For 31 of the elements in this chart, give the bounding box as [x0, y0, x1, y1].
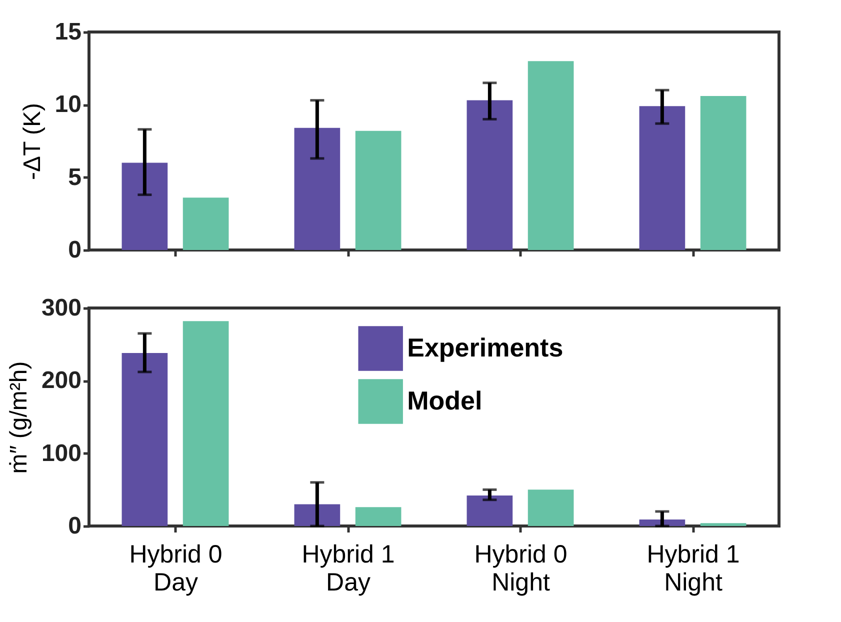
y-tick-label: 5: [68, 164, 82, 191]
y-tick-label: 0: [68, 236, 82, 264]
bar: [122, 353, 168, 526]
legend-label: Experiments: [407, 332, 564, 362]
y-tick-label: 10: [54, 91, 82, 118]
bar: [466, 100, 513, 250]
bar: [639, 106, 686, 250]
bar: [528, 61, 574, 250]
y-axis-title: ṁ″ (g/m²h): [5, 361, 32, 474]
y-tick-label: 200: [41, 367, 82, 394]
y-axis-title: -ΔT (K): [18, 103, 46, 180]
bar: [182, 198, 229, 250]
bar: [355, 130, 402, 250]
y-tick-label: 15: [54, 18, 82, 46]
y-tick-label: 300: [41, 294, 82, 322]
x-tick-label: Hybrid 0 Day: [129, 540, 222, 596]
bar: [122, 162, 168, 250]
legend-label: Model: [407, 386, 482, 416]
y-tick-label: 0: [68, 512, 82, 540]
bar: [700, 523, 746, 526]
bar: [528, 490, 574, 526]
bar: [182, 321, 229, 526]
bar: [466, 495, 513, 526]
x-tick-label: Hybrid 1 Day: [302, 540, 395, 596]
x-tick-label: Hybrid 1 Night: [646, 540, 740, 596]
bar: [294, 504, 340, 526]
bar: [355, 507, 402, 526]
x-tick-label: Hybrid 0 Night: [474, 540, 568, 596]
bar: [294, 128, 340, 250]
bar: [700, 96, 746, 250]
y-tick-label: 100: [41, 440, 82, 467]
